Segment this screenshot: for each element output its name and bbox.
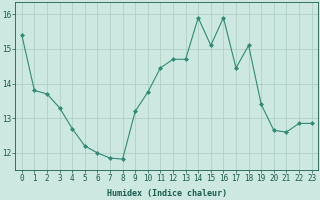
X-axis label: Humidex (Indice chaleur): Humidex (Indice chaleur)	[107, 189, 227, 198]
